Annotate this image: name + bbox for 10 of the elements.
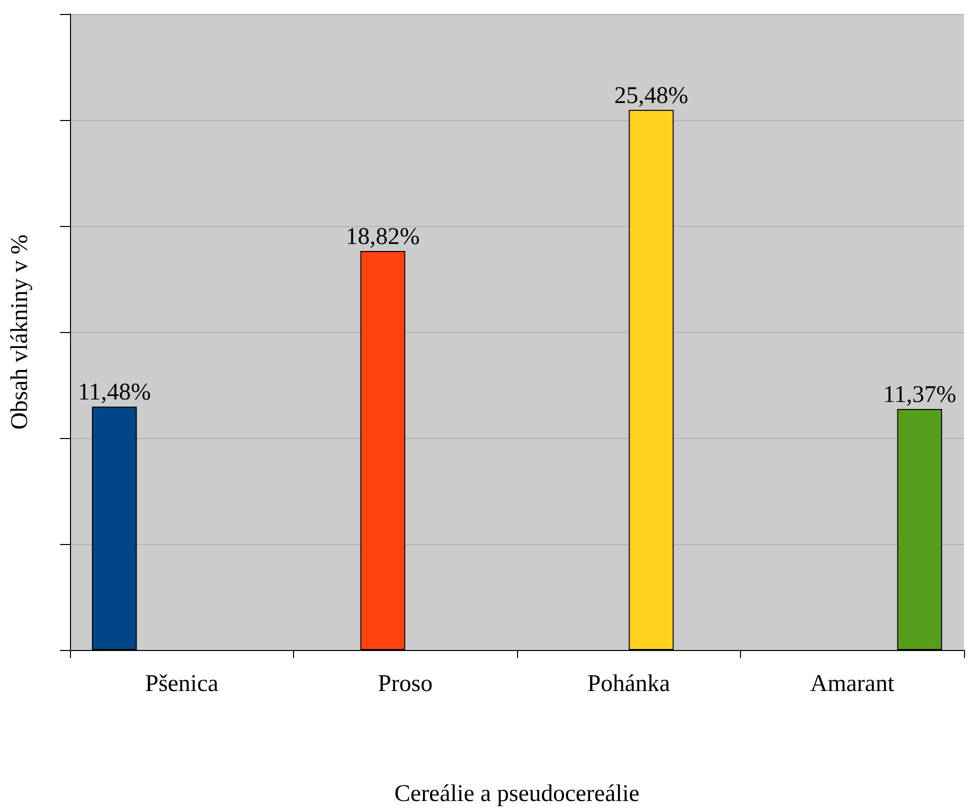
x-axis-title: Cereálie a pseudocereálie <box>394 781 640 807</box>
data-label: 25,48% <box>614 82 688 109</box>
data-label: 18,82% <box>346 224 420 250</box>
x-tick-label: Pohánka <box>587 671 670 697</box>
data-label: 11,37% <box>883 382 956 408</box>
x-tick-label: Amarant <box>810 671 895 697</box>
x-tick-label: Proso <box>378 671 433 697</box>
y-axis-title: Obsah vlákniny v % <box>7 234 33 430</box>
data-label: 11,48% <box>78 380 151 406</box>
x-tick-label: Pšenica <box>145 671 219 697</box>
